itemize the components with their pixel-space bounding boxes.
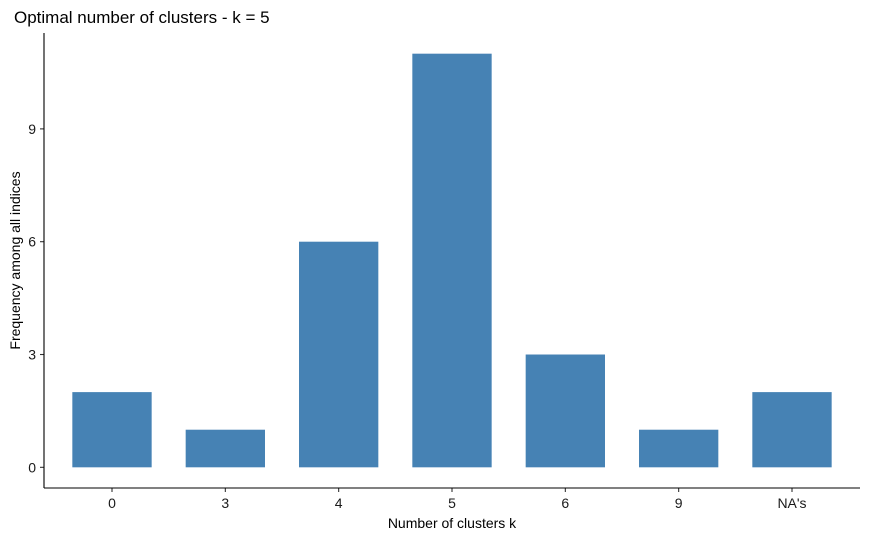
bars-group (72, 53, 832, 468)
x-tick-label: 0 (108, 495, 116, 511)
bar-NA's (752, 392, 832, 468)
y-tick-label: 6 (28, 234, 36, 250)
x-tick-label: 4 (335, 495, 343, 511)
bar-6 (525, 354, 605, 468)
bar-9 (639, 429, 719, 468)
y-axis-title: Frequency among all indices (7, 171, 23, 349)
y-tick-label: 3 (28, 347, 36, 363)
y-tick-label: 0 (28, 459, 36, 475)
x-tick-label: NA's (777, 495, 806, 511)
y-tick-label: 9 (28, 121, 36, 137)
chart-title: Optimal number of clusters - k = 5 (14, 8, 270, 27)
x-tick-label: 5 (448, 495, 456, 511)
x-axis-ticks: 0 3 4 5 6 9 NA's (108, 488, 807, 511)
x-tick-label: 3 (221, 495, 229, 511)
x-tick-label: 6 (561, 495, 569, 511)
bar-0 (72, 392, 152, 468)
bar-4 (299, 241, 379, 468)
x-axis-title: Number of clusters k (388, 515, 517, 531)
bar-3 (185, 429, 265, 468)
x-tick-label: 9 (675, 495, 683, 511)
bar-5 (412, 53, 492, 468)
y-axis-ticks: 0 3 6 9 (28, 121, 44, 475)
